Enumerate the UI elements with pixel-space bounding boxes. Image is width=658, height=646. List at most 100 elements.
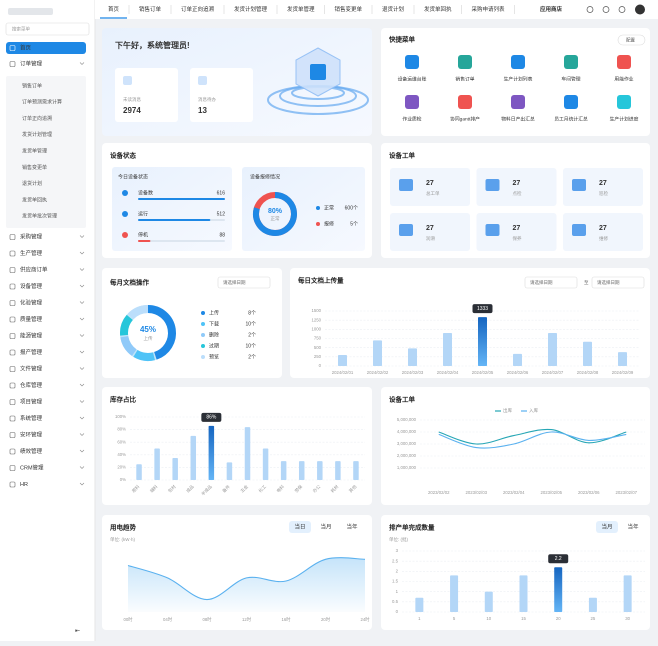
submenu-item[interactable]: 订单预测需求计算 [22, 99, 62, 106]
menu-item[interactable]: 绩效管理 [20, 447, 43, 455]
config-button[interactable] [617, 34, 646, 46]
tab[interactable]: 发货计划管理 [234, 5, 268, 13]
menu-item[interactable]: 首页 [20, 43, 32, 51]
menu-icon [9, 61, 16, 67]
search-box[interactable] [5, 22, 90, 36]
menu-item[interactable]: 安环管理 [20, 430, 43, 438]
x-tick-label: 2024/02/09 [612, 370, 634, 375]
menu-item[interactable]: 能源管理 [20, 331, 43, 339]
tab[interactable]: 发货单回执 [424, 5, 452, 13]
range-tab[interactable]: 当年 [627, 522, 639, 530]
y-tick-label: 3 [396, 548, 399, 553]
box-title: 设备报修情况 [250, 173, 280, 180]
menu-item[interactable]: 采购管理 [20, 232, 43, 240]
menu-item[interactable]: 生产管理 [20, 249, 43, 257]
y-tick-label: 0 [396, 609, 399, 614]
menu-item[interactable]: 供应商订单 [20, 265, 48, 273]
order-label: 维修 [599, 235, 608, 242]
app-store[interactable]: 应用商店 [540, 5, 563, 13]
submenu-item[interactable]: 销售变更单 [22, 164, 47, 171]
quick-icon[interactable] [511, 55, 525, 69]
quick-icon[interactable] [511, 95, 525, 109]
submenu-item[interactable]: 发货计划管理 [22, 131, 52, 138]
date-select[interactable] [524, 276, 578, 289]
range-tab[interactable]: 当月 [320, 522, 331, 530]
row-value: 88 [219, 232, 225, 238]
quick-icon[interactable] [564, 95, 578, 109]
bar [554, 567, 563, 612]
tab[interactable]: 销售变更单 [335, 5, 363, 13]
top-icon[interactable] [618, 6, 626, 13]
menu-chevron [79, 367, 85, 370]
tab[interactable]: 发货单管理 [287, 5, 315, 13]
submenu-item[interactable]: 发货单批次管理 [22, 213, 57, 220]
range-tab[interactable]: 当月 [601, 522, 612, 530]
quick-icon[interactable] [458, 55, 472, 69]
tab[interactable]: 订单正向追溯 [181, 5, 215, 13]
menu-item[interactable]: CRM管理 [20, 463, 44, 471]
chart-card [381, 387, 650, 505]
bar [298, 461, 305, 480]
tab[interactable]: 销售订单 [139, 5, 162, 13]
bar [338, 355, 347, 366]
menu-item[interactable]: 化验管理 [20, 298, 43, 306]
top-icon[interactable] [602, 6, 610, 13]
quick-icon[interactable] [617, 95, 631, 109]
today-box [112, 167, 232, 251]
donut-segment [120, 314, 133, 336]
card-title: 快捷菜单 [389, 35, 416, 44]
submenu-item[interactable]: 发货单回执 [22, 196, 47, 203]
range-tab[interactable]: 当日 [294, 522, 305, 530]
avatar[interactable] [635, 4, 645, 15]
order-value: 27 [426, 225, 434, 232]
donut-value: 80% [268, 208, 283, 215]
menu-item[interactable]: 订单管理 [20, 59, 43, 67]
date-select[interactable] [217, 276, 271, 289]
menu-item[interactable]: 文件管理 [20, 364, 43, 372]
menu-chevron [79, 251, 85, 255]
bar [373, 340, 382, 366]
quick-icon[interactable] [458, 95, 472, 109]
range-tab[interactable]: 当年 [346, 522, 358, 530]
quick-label: 设备运维台账 [398, 75, 427, 82]
menu-icon [9, 267, 16, 273]
x-tick-label: 劳保 [293, 483, 305, 495]
order-label: 润滑 [426, 235, 435, 242]
stat-value: 2974 [123, 106, 141, 115]
menu-item[interactable]: 质量管理 [20, 315, 43, 323]
quick-label: 生产计划进度 [610, 115, 639, 122]
tab[interactable]: 采购申请列表 [472, 5, 506, 13]
tooltip [201, 412, 222, 422]
x-tick-label: 备件 [221, 483, 233, 495]
submenu-item[interactable]: 销售订单 [22, 82, 42, 89]
x-tick-label: 30 [625, 616, 630, 621]
config-label: 配置 [626, 38, 635, 44]
menu-item[interactable]: 设备管理 [20, 282, 43, 290]
greeting: 下午好，系统管理员! [115, 40, 190, 50]
quick-icon[interactable] [564, 55, 578, 69]
menu-item[interactable]: 项目管理 [20, 397, 43, 405]
quick-icon[interactable] [405, 95, 419, 109]
select-placeholder: 请选择日期 [223, 279, 246, 286]
menu-item[interactable]: 报产管理 [20, 348, 43, 356]
menu-item[interactable]: 系统管理 [20, 414, 43, 422]
date-select[interactable] [591, 276, 645, 289]
submenu-item[interactable]: 发货单管理 [22, 148, 47, 155]
x-tick-label: 2023/02/02 [428, 490, 450, 495]
quick-icon[interactable] [617, 55, 631, 69]
order-tile [476, 168, 557, 206]
menu-item[interactable]: 仓库管理 [20, 381, 43, 389]
order-value: 27 [599, 180, 607, 187]
menu-item[interactable]: HR [20, 482, 28, 488]
legend-value: 2个 [248, 332, 256, 338]
submenu-item[interactable]: 订单正向追溯 [22, 115, 52, 122]
tab[interactable]: 退货计划 [382, 5, 404, 13]
tab[interactable]: 首页 [108, 5, 120, 13]
quick-icon[interactable] [405, 55, 419, 69]
submenu-item[interactable]: 退货计划 [22, 180, 42, 187]
x-tick-label: 2023/02/05 [540, 490, 562, 495]
x-tick-label: 2024/02/01 [332, 370, 354, 375]
bar [353, 461, 359, 480]
donut-arc [253, 192, 297, 236]
top-icon[interactable] [586, 6, 594, 13]
